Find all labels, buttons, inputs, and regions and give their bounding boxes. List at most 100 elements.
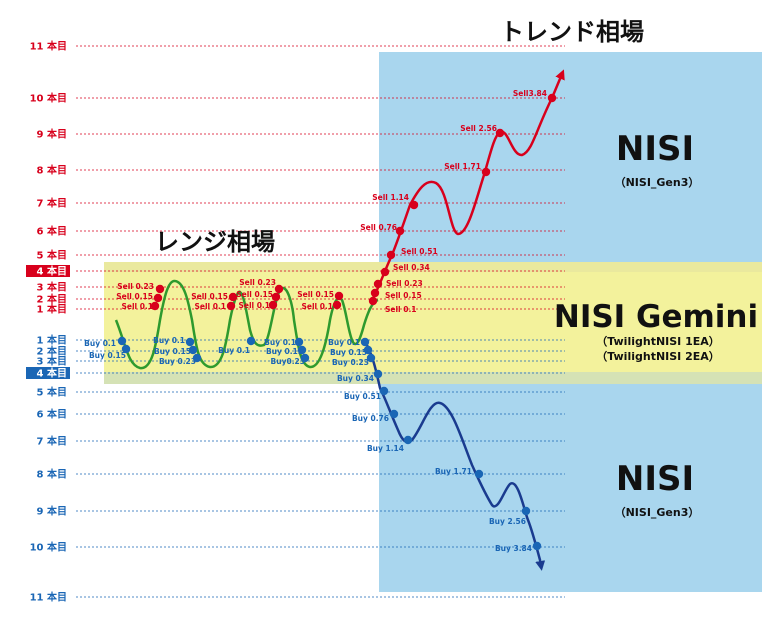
range-sell-point <box>271 292 281 302</box>
range-buy-point <box>363 345 373 355</box>
range-sell-point <box>226 301 236 311</box>
trend-buy-label: Buy 1.14 <box>367 444 404 453</box>
trend-sell-label: Sell3.84 <box>513 89 547 98</box>
range-buy-point <box>185 337 195 347</box>
trend-buy-label: Buy 2.56 <box>489 517 526 526</box>
upper-level-label: 1 本目 <box>37 303 67 316</box>
range-buy-label: Buy 0.15 <box>266 347 303 356</box>
range-buy-label: Buy 0.1 <box>153 336 185 345</box>
trend-market-title: トレンド相場 <box>500 18 644 46</box>
upper-level-label: 4 本目 <box>37 265 67 278</box>
range-sell-label: Sell 0.1 <box>301 302 333 311</box>
range-buy-point <box>366 353 376 363</box>
nisi-bottom-panel-sub: （NISI_Gen3） <box>615 506 700 519</box>
trend-buy-point <box>403 435 413 445</box>
upper-level-label: 2 本目 <box>37 293 67 306</box>
lower-level-label: 11 本目 <box>30 591 67 604</box>
range-buy-point <box>360 337 370 347</box>
range-price-curve <box>114 279 379 370</box>
trend-sell-point <box>370 288 380 298</box>
range-buy-label: Buy 0.15 <box>89 351 126 360</box>
range-sell-label: Sell 0.15 <box>297 290 334 299</box>
upper-level-label: 9 本目 <box>37 128 67 141</box>
trend-sell-label: Sell 1.71 <box>444 162 481 171</box>
gemini-panel-sub2: （TwilightNISI 2EA） <box>596 350 720 363</box>
range-zone-background <box>104 262 762 384</box>
range-buy-point <box>246 336 256 346</box>
trend-sell-label: Sell 0.34 <box>393 263 430 272</box>
trend-sell-label: Sell 2.56 <box>460 124 497 133</box>
nisi-top-panel-name: NISI <box>616 129 694 169</box>
trend-buy-label: Buy 0.76 <box>352 414 389 423</box>
nisi-bottom-panel-name: NISI <box>616 459 694 499</box>
trend-buy-label: Buy 1.71 <box>435 467 472 476</box>
uptrend-price-curve <box>370 69 565 301</box>
range-buy-point <box>121 344 131 354</box>
range-sell-label: Sell 0.15 <box>191 292 228 301</box>
range-sell-label: Sell 0.1 <box>238 301 270 310</box>
trend-buy-label: Buy 0.51 <box>344 392 381 401</box>
lower-level-highlight-badge <box>26 367 70 379</box>
range-buy-label: Buy 0.15 <box>330 348 367 357</box>
trend-buy-point <box>474 469 484 479</box>
upper-level-label: 10 本目 <box>30 92 67 105</box>
upper-level-highlight-badge <box>26 265 70 277</box>
range-buy-label: Buy 0.1 <box>218 346 250 355</box>
range-buy-point <box>294 337 304 347</box>
lower-level-label: 5 本目 <box>37 386 67 399</box>
trend-sell-point <box>386 250 396 260</box>
range-sell-point <box>153 293 163 303</box>
range-sell-point <box>268 300 278 310</box>
trend-buy-point <box>373 369 383 379</box>
range-sell-point <box>228 292 238 302</box>
range-zone-top-band <box>104 262 762 272</box>
range-buy-label: Buy 0.23 <box>159 357 196 366</box>
lower-level-label: 7 本目 <box>37 435 67 448</box>
trend-buy-points: Buy 0.34 Buy 0.51 Buy 0.76 Buy 1.14 Buy 1.71… <box>337 369 542 553</box>
range-buy-point <box>188 345 198 355</box>
range-zone-bottom-band <box>104 372 762 384</box>
lower-level-label: 9 本目 <box>37 505 67 518</box>
range-buy-label: Buy 0.23 <box>332 358 369 367</box>
range-buy-point <box>300 353 310 363</box>
range-buy-label: Buy 0.1 <box>328 338 360 347</box>
upper-level-label: 5 本目 <box>37 249 67 262</box>
trend-sell-point <box>481 167 491 177</box>
gemini-panel-sub1: （TwilightNISI 1EA） <box>596 335 720 348</box>
range-market-title: レンジ相場 <box>155 228 275 256</box>
upper-level-label: 6 本目 <box>37 225 67 238</box>
lower-level-label: 6 本目 <box>37 408 67 421</box>
range-buy-label: Buy 0.1 <box>264 338 296 347</box>
trend-buy-point <box>379 386 389 396</box>
range-sell-label: Sell 0.23 <box>117 282 154 291</box>
lower-level-label: 1 本目 <box>37 334 67 347</box>
range-buy-point <box>117 336 127 346</box>
trend-sell-label: Sell 1.14 <box>372 193 409 202</box>
range-buy-point <box>297 345 307 355</box>
trend-sell-point <box>495 128 505 138</box>
lower-level-label: 10 本目 <box>30 541 67 554</box>
lower-level-label: 2 本目 <box>37 345 67 358</box>
upper-level-label: 3 本目 <box>37 281 67 294</box>
range-sell-point <box>150 301 160 311</box>
trend-sell-point <box>409 200 419 210</box>
range-buy-label: Buy 0.15 <box>154 347 191 356</box>
upper-level-label: 11 本目 <box>30 40 67 53</box>
upper-level-label: 8 本目 <box>37 164 67 177</box>
range-sell-point <box>155 284 165 294</box>
trend-sell-point <box>373 279 383 289</box>
gemini-panel-name: NISI Gemini <box>554 299 758 335</box>
range-sell-label: Sell 0.1 <box>121 302 153 311</box>
range-sell-point <box>334 291 344 301</box>
trend-sell-label: Sell 0.1 <box>385 305 417 314</box>
range-buy-point <box>192 353 202 363</box>
lower-level-label: 4 本目 <box>37 367 67 380</box>
range-sell-point <box>274 284 284 294</box>
trend-sell-point <box>368 296 378 306</box>
range-buy-label: Buy0.23 <box>271 357 305 366</box>
trend-sell-label: Sell 0.51 <box>401 247 438 256</box>
trend-buy-point <box>521 506 531 516</box>
lower-level-label: 3 本目 <box>37 355 67 368</box>
